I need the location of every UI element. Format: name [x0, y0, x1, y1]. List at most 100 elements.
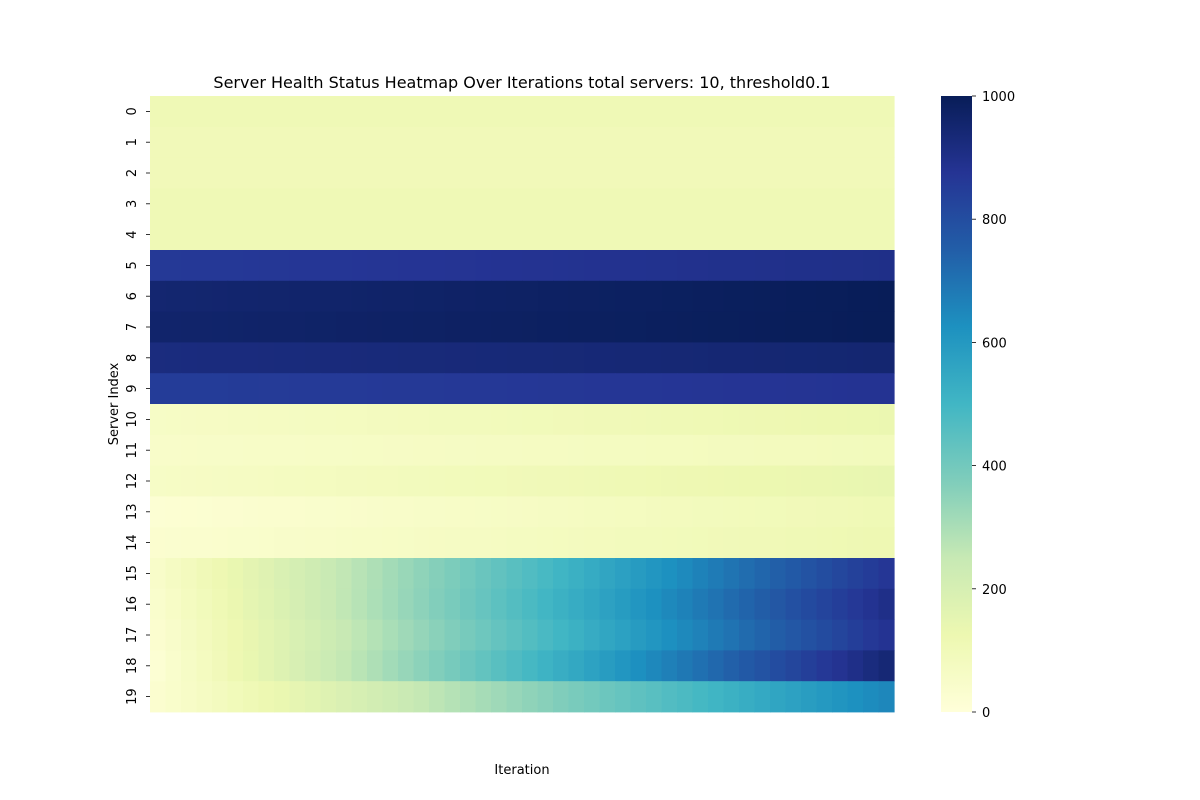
heatmap-cell: [444, 465, 461, 497]
heatmap-cell: [692, 280, 709, 312]
heatmap-cell: [305, 650, 322, 682]
heatmap-cell: [382, 311, 399, 343]
heatmap-cell: [692, 650, 709, 682]
heatmap-cell: [460, 250, 477, 282]
heatmap-cell: [305, 558, 322, 590]
heatmap-cell: [878, 681, 895, 713]
heatmap-cell: [258, 681, 275, 713]
heatmap-cell: [413, 558, 430, 590]
heatmap-cell: [196, 96, 213, 128]
heatmap-cell: [243, 188, 260, 220]
heatmap-cell: [599, 527, 616, 559]
heatmap-cell: [739, 342, 756, 374]
heatmap-cell: [723, 157, 740, 189]
heatmap-cell: [444, 404, 461, 436]
heatmap-cell: [382, 434, 399, 466]
heatmap-cell: [878, 96, 895, 128]
heatmap-cell: [863, 619, 880, 651]
heatmap-cell: [785, 126, 802, 158]
heatmap-cell: [351, 588, 368, 620]
heatmap-cell: [878, 404, 895, 436]
heatmap-cell: [506, 650, 523, 682]
heatmap-cell: [816, 373, 833, 405]
heatmap-cell: [258, 650, 275, 682]
heatmap-cell: [615, 404, 632, 436]
heatmap-cell: [460, 588, 477, 620]
heatmap-cell: [847, 96, 864, 128]
heatmap-cell: [584, 96, 601, 128]
heatmap-cell: [584, 588, 601, 620]
heatmap-cell: [398, 311, 415, 343]
heatmap-cell: [258, 434, 275, 466]
heatmap-cell: [181, 681, 198, 713]
heatmap-cell: [847, 311, 864, 343]
heatmap-cell: [398, 681, 415, 713]
heatmap-cell: [878, 280, 895, 312]
heatmap-cell: [847, 434, 864, 466]
heatmap-cell: [460, 157, 477, 189]
heatmap-cell: [413, 126, 430, 158]
heatmap-cell: [227, 434, 244, 466]
heatmap-cell: [661, 188, 678, 220]
heatmap-cell: [832, 126, 849, 158]
heatmap-cell: [212, 280, 229, 312]
x-axis-label: Iteration: [494, 763, 549, 778]
heatmap-cell: [692, 558, 709, 590]
heatmap-cell: [739, 311, 756, 343]
heatmap-cell: [568, 157, 585, 189]
heatmap-cell: [801, 219, 818, 251]
heatmap-cell: [305, 404, 322, 436]
heatmap-cell: [243, 650, 260, 682]
heatmap-cell: [460, 373, 477, 405]
heatmap-cell: [289, 157, 306, 189]
heatmap-cell: [382, 188, 399, 220]
row-tick-label: 15: [125, 565, 140, 582]
heatmap-cell: [661, 219, 678, 251]
heatmap-cell: [227, 250, 244, 282]
heatmap-cell: [305, 434, 322, 466]
heatmap-cell: [553, 650, 570, 682]
heatmap-cell: [305, 681, 322, 713]
heatmap-cell: [677, 280, 694, 312]
heatmap-cell: [491, 650, 508, 682]
heatmap-cell: [863, 126, 880, 158]
heatmap-cell: [785, 404, 802, 436]
heatmap-cell: [320, 619, 337, 651]
heatmap-cell: [847, 219, 864, 251]
heatmap-cell: [801, 96, 818, 128]
heatmap-cell: [537, 588, 554, 620]
heatmap-cell: [243, 588, 260, 620]
heatmap-cell: [677, 311, 694, 343]
heatmap-cell: [584, 311, 601, 343]
heatmap-cell: [692, 373, 709, 405]
heatmap-cell: [382, 496, 399, 528]
heatmap-cell: [770, 496, 787, 528]
heatmap-cell: [630, 496, 647, 528]
heatmap-cell: [770, 280, 787, 312]
heatmap-cell: [367, 250, 384, 282]
heatmap-cell: [739, 465, 756, 497]
heatmap-cell: [212, 188, 229, 220]
heatmap-cell: [723, 650, 740, 682]
heatmap-cell: [630, 434, 647, 466]
heatmap-cell: [429, 434, 446, 466]
colorbar-tick-label: 600: [982, 336, 1007, 351]
heatmap-cell: [336, 465, 353, 497]
heatmap-cell: [754, 681, 771, 713]
heatmap-cell: [398, 619, 415, 651]
heatmap-cell: [630, 465, 647, 497]
heatmap-cell: [785, 619, 802, 651]
heatmap-cell: [692, 588, 709, 620]
heatmap-cell: [305, 126, 322, 158]
heatmap-cell: [584, 404, 601, 436]
heatmap-cell: [320, 373, 337, 405]
heatmap-cell: [413, 496, 430, 528]
heatmap-cell: [615, 465, 632, 497]
heatmap-cell: [878, 619, 895, 651]
heatmap-cell: [460, 219, 477, 251]
heatmap-cell: [243, 681, 260, 713]
heatmap-cell: [227, 96, 244, 128]
heatmap-cell: [816, 527, 833, 559]
heatmap-cell: [150, 404, 167, 436]
heatmap-cell: [770, 465, 787, 497]
